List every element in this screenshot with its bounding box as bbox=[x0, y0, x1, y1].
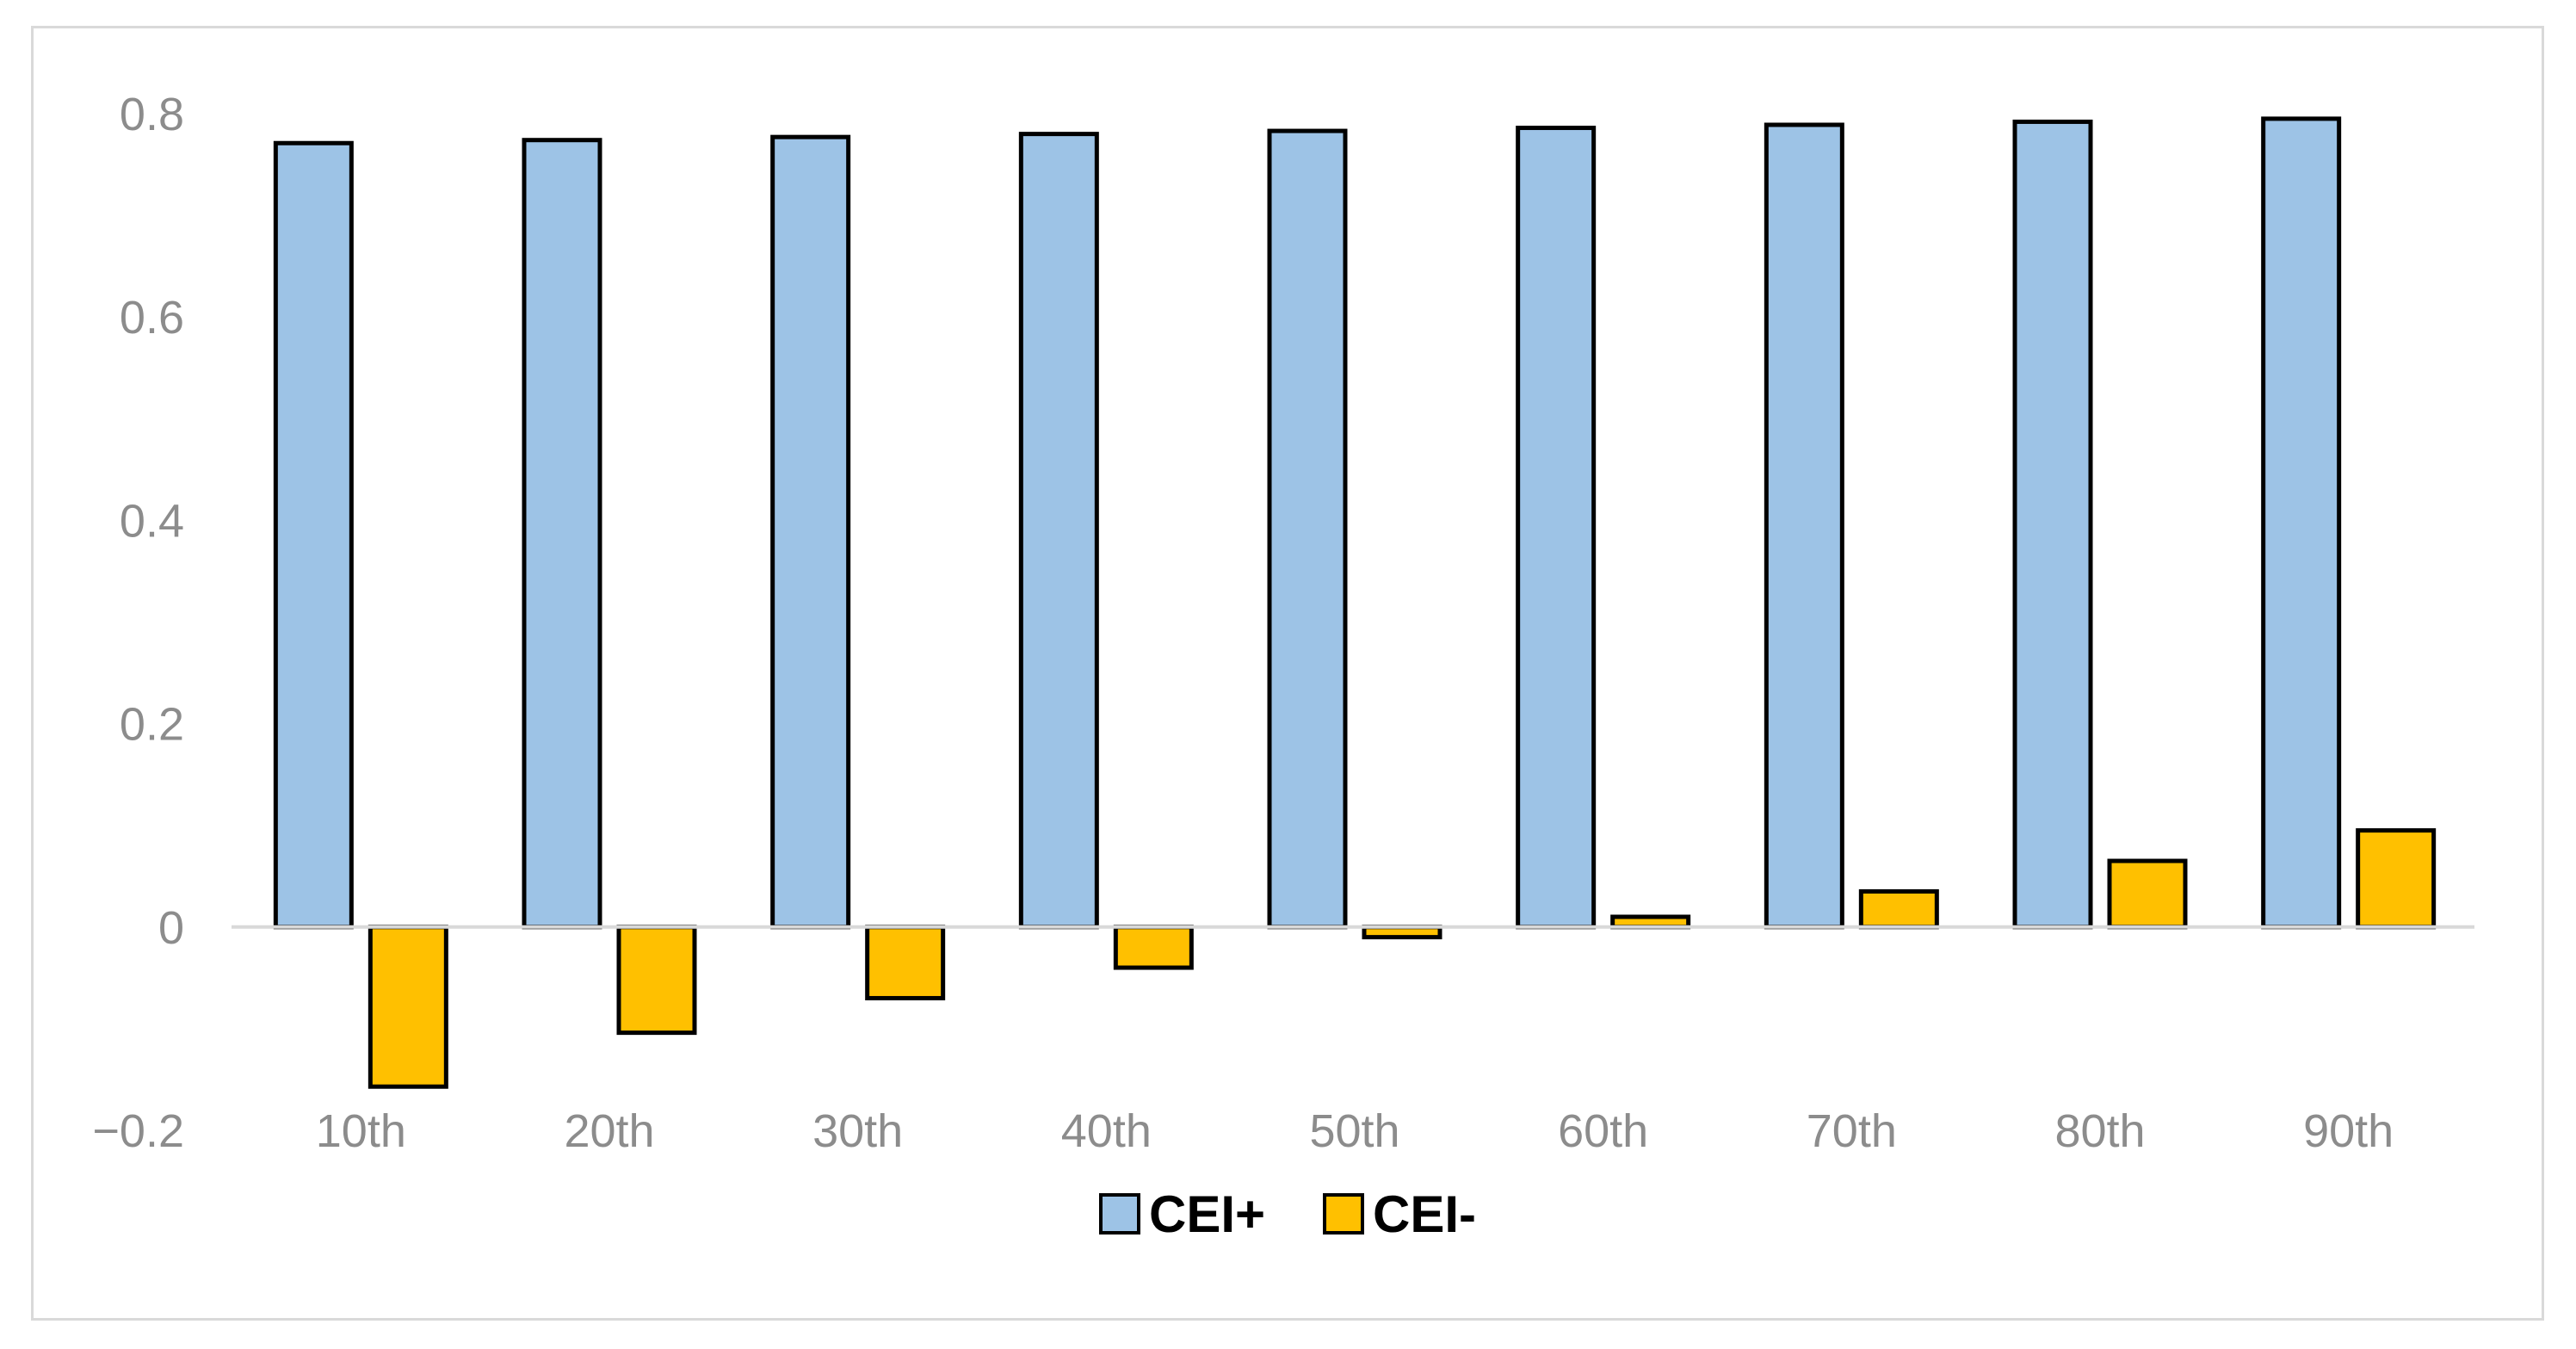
bar-cei-plus-90th bbox=[2261, 116, 2342, 930]
y-tick-label: 0.2 bbox=[120, 699, 184, 751]
bar-chart: −0.2 0 0.2 0.4 0.6 0.8 10th 20th 30th 40th 50th 60… bbox=[92, 89, 2474, 1243]
x-tick-label: 80th bbox=[2054, 1105, 2145, 1157]
bar-cei-plus-10th bbox=[273, 140, 354, 930]
y-axis-labels: −0.2 0 0.2 0.4 0.6 0.8 bbox=[92, 89, 184, 1157]
x-tick-label: 10th bbox=[316, 1105, 406, 1157]
x-tick-label: 20th bbox=[564, 1105, 654, 1157]
bar-cei-minus-30th bbox=[865, 925, 946, 1000]
x-tick-label: 40th bbox=[1061, 1105, 1152, 1157]
bar-cei-minus-10th bbox=[368, 925, 448, 1089]
x-tick-label: 30th bbox=[812, 1105, 903, 1157]
legend-label: CEI+ bbox=[1149, 1185, 1265, 1243]
bars-layer bbox=[273, 116, 2437, 1089]
bar-cei-plus-30th bbox=[770, 134, 851, 930]
bar-cei-plus-20th bbox=[522, 138, 602, 930]
legend-swatch bbox=[1099, 1193, 1140, 1235]
bar-cei-plus-80th bbox=[2012, 119, 2093, 930]
bar-cei-plus-60th bbox=[1516, 126, 1597, 930]
legend: CEI+ CEI- bbox=[1099, 1185, 1476, 1243]
bar-cei-minus-80th bbox=[2107, 858, 2188, 930]
y-tick-label: 0 bbox=[158, 902, 184, 954]
bar-cei-minus-90th bbox=[2356, 828, 2437, 930]
x-tick-label: 50th bbox=[1309, 1105, 1399, 1157]
y-tick-label: 0.6 bbox=[120, 292, 184, 343]
bar-cei-plus-40th bbox=[1018, 132, 1099, 930]
bar-cei-minus-70th bbox=[1858, 888, 1939, 930]
y-tick-label: −0.2 bbox=[92, 1105, 184, 1157]
bar-cei-plus-50th bbox=[1267, 128, 1348, 930]
bar-cei-minus-20th bbox=[616, 925, 697, 1036]
y-tick-label: 0.8 bbox=[120, 89, 184, 140]
chart-frame: −0.2 0 0.2 0.4 0.6 0.8 10th 20th 30th 40th 50th 60… bbox=[31, 26, 2544, 1321]
y-tick-label: 0.4 bbox=[120, 495, 184, 547]
bar-cei-plus-70th bbox=[1764, 122, 1844, 930]
bar-cei-minus-40th bbox=[1113, 925, 1194, 970]
x-tick-label: 70th bbox=[1807, 1105, 1897, 1157]
x-tick-label: 60th bbox=[1558, 1105, 1648, 1157]
x-axis-labels: 10th 20th 30th 40th 50th 60th 70th 80th 90th bbox=[316, 1105, 2394, 1157]
x-tick-label: 90th bbox=[2303, 1105, 2394, 1157]
legend-label: CEI- bbox=[1373, 1185, 1476, 1243]
legend-swatch bbox=[1323, 1193, 1364, 1235]
